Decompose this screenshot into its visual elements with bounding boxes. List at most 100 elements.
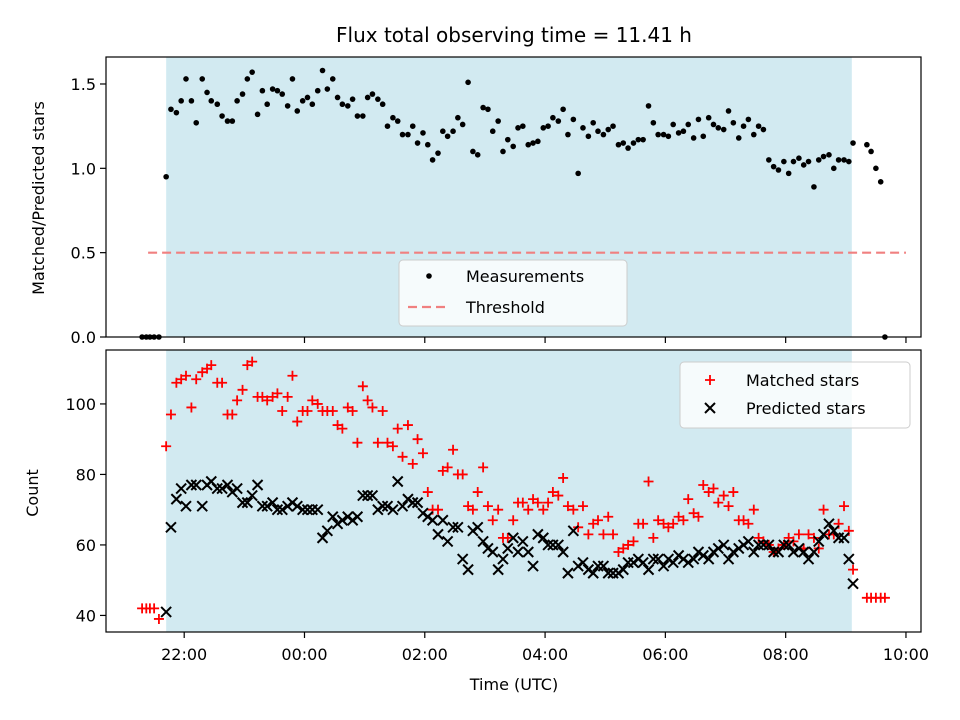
measurement-point xyxy=(314,87,321,94)
predicted-star-point xyxy=(718,539,730,551)
top-ytick-label: 0.5 xyxy=(71,244,96,263)
predicted-star-point xyxy=(211,482,223,495)
matched-star-point xyxy=(793,529,804,540)
predicted-star-point xyxy=(487,546,499,558)
bottom-ytick-label: 100 xyxy=(65,395,96,414)
measurement-point xyxy=(766,157,772,163)
measurement-point xyxy=(384,123,391,129)
predicted-star-point xyxy=(778,539,790,551)
legend-measurement-marker xyxy=(426,273,432,279)
matched-star-point xyxy=(161,441,172,452)
predicted-star-point xyxy=(727,546,740,558)
predicted-star-point xyxy=(271,503,284,516)
measurement-point xyxy=(720,126,727,133)
predicted-star-point xyxy=(828,525,840,537)
predicted-star-point xyxy=(567,525,580,537)
measurement-point xyxy=(710,121,717,128)
matched-star-point xyxy=(287,370,298,381)
measurement-point xyxy=(309,101,316,108)
measurement-point xyxy=(800,162,807,168)
matched-star-point xyxy=(372,437,383,448)
matched-star-point xyxy=(327,405,338,416)
predicted-star-point xyxy=(477,535,489,548)
top-panel: 0.0 0.5 1.0 1.5 Measurements Threshold xyxy=(71,56,922,347)
predicted-star-point xyxy=(532,528,544,541)
measurement-point xyxy=(304,94,311,101)
measurement-point xyxy=(459,121,466,128)
bottom-ytick-label: 80 xyxy=(76,465,96,484)
measurement-point xyxy=(193,119,200,126)
measurement-point xyxy=(354,113,361,119)
matched-star-point xyxy=(186,402,197,413)
matched-star-point xyxy=(472,487,483,498)
measurement-point xyxy=(489,128,496,135)
measurement-point xyxy=(474,152,481,158)
predicted-star-point xyxy=(175,482,187,495)
predicted-star-point xyxy=(351,511,364,523)
measurement-point xyxy=(595,128,601,135)
measurement-point xyxy=(700,133,707,140)
matched-star-point xyxy=(577,501,588,512)
predicted-star-point xyxy=(697,549,709,562)
x-axis-label: Time (UTC) xyxy=(469,675,558,694)
matched-star-point xyxy=(547,487,558,498)
matched-star-point xyxy=(467,504,478,515)
matched-star-point xyxy=(217,377,228,388)
matched-star-point xyxy=(848,564,859,575)
measurement-point xyxy=(414,140,421,146)
measurement-point xyxy=(645,103,652,109)
measurement-point xyxy=(485,106,491,113)
measurement-point xyxy=(214,101,221,108)
measurement-point xyxy=(625,145,631,151)
measurement-point xyxy=(565,131,571,138)
matched-star-point xyxy=(402,420,413,431)
measurement-point xyxy=(405,131,411,138)
measurement-point xyxy=(755,123,762,129)
measurement-point xyxy=(168,106,174,113)
predicted-star-point xyxy=(823,518,835,530)
measurement-point xyxy=(815,157,822,163)
measurement-point xyxy=(204,89,210,96)
measurement-point xyxy=(877,179,884,185)
measurement-point xyxy=(229,118,236,124)
measurement-point xyxy=(510,143,516,150)
measurement-point xyxy=(504,136,511,143)
measurement-point xyxy=(163,173,169,180)
predicted-star-point xyxy=(296,503,309,516)
predicted-star-point xyxy=(657,560,670,572)
matched-star-point xyxy=(803,529,814,540)
predicted-star-point xyxy=(411,496,424,509)
measurement-point xyxy=(500,148,506,155)
matched-star-point xyxy=(517,497,528,508)
predicted-star-point xyxy=(321,525,334,537)
measurement-point xyxy=(620,140,627,146)
predicted-star-point xyxy=(462,563,474,576)
x-tick-label: 00:00 xyxy=(281,645,327,664)
top-legend: Measurements Threshold xyxy=(398,259,628,327)
bottom-legend: Matched stars Predicted stars xyxy=(679,361,911,429)
matched-star-point xyxy=(237,384,248,395)
predicted-star-point xyxy=(441,535,454,548)
matched-star-point xyxy=(538,504,549,515)
predicted-star-point xyxy=(537,532,549,544)
measurement-point xyxy=(319,67,326,74)
matched-star-point xyxy=(558,472,569,483)
matched-star-point xyxy=(433,504,444,515)
predicted-star-point xyxy=(180,500,192,512)
measurement-point xyxy=(470,148,476,155)
matched-star-point xyxy=(442,462,453,473)
matched-star-point xyxy=(523,504,534,515)
matched-star-point xyxy=(457,469,468,480)
measurement-point xyxy=(379,101,386,108)
predicted-star-point xyxy=(552,539,565,551)
measurement-point xyxy=(234,98,240,104)
predicted-star-point xyxy=(387,503,399,516)
matched-star-point xyxy=(387,441,398,452)
predicted-star-point xyxy=(507,532,519,544)
measurement-point xyxy=(760,126,767,133)
chart-title: Flux total observing time = 11.41 h xyxy=(336,23,692,47)
matched-star-point xyxy=(392,423,403,434)
predicted-star-point xyxy=(522,546,534,558)
measurement-point xyxy=(585,133,592,140)
measurement-point xyxy=(244,76,251,82)
